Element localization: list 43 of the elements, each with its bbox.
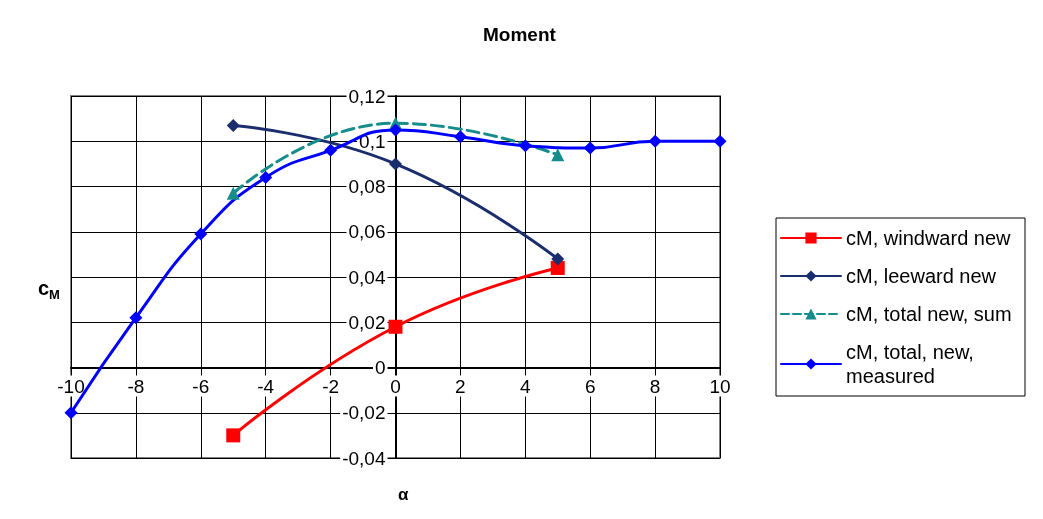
point bbox=[713, 134, 727, 148]
point bbox=[551, 148, 565, 162]
point bbox=[226, 118, 240, 132]
legend-label: cM, total new, sum bbox=[846, 303, 1012, 325]
x-tick-label: 4 bbox=[520, 375, 532, 397]
x-tick-label: 6 bbox=[584, 375, 596, 397]
point bbox=[259, 170, 273, 184]
point bbox=[226, 428, 241, 443]
point bbox=[129, 311, 143, 325]
x-tick-label: -2 bbox=[322, 375, 340, 397]
y-tick-label: 0,06 bbox=[348, 221, 386, 243]
point bbox=[194, 227, 208, 241]
y-tick-label: 0,12 bbox=[348, 85, 386, 107]
y-tick-label: 0,04 bbox=[348, 266, 386, 288]
point bbox=[518, 139, 532, 153]
legend-label: cM, leeward new bbox=[846, 265, 997, 287]
x-tick-label: 8 bbox=[649, 375, 661, 397]
point bbox=[551, 252, 565, 266]
chart-title: Moment bbox=[483, 24, 557, 45]
point bbox=[389, 123, 402, 137]
y-tick-label: 0,02 bbox=[348, 311, 386, 333]
y-tick-label: 0 bbox=[374, 357, 386, 378]
x-tick-label: 2 bbox=[455, 375, 466, 397]
x-tick-label: -8 bbox=[127, 375, 145, 397]
y-tick-label: -0,02 bbox=[342, 402, 386, 424]
y-tick-label: -0,04 bbox=[342, 447, 386, 469]
point bbox=[389, 157, 402, 171]
point bbox=[226, 186, 240, 200]
x-axis-title: α bbox=[398, 485, 409, 504]
x-tick-label: 0 bbox=[390, 375, 401, 397]
point bbox=[583, 141, 597, 155]
legend-label: cM, windward new bbox=[846, 227, 1012, 249]
point bbox=[453, 130, 467, 144]
point bbox=[648, 134, 662, 148]
y-tick-label: 0,08 bbox=[348, 176, 386, 197]
x-tick-label: 10 bbox=[709, 375, 731, 397]
point bbox=[64, 406, 78, 420]
point bbox=[388, 319, 403, 334]
x-tick-label: -10 bbox=[57, 375, 85, 397]
x-tick-label: -6 bbox=[192, 375, 210, 397]
x-tick-label: -4 bbox=[257, 375, 275, 397]
point bbox=[324, 143, 338, 157]
legend-label: cM, total, new, measured bbox=[846, 341, 980, 387]
